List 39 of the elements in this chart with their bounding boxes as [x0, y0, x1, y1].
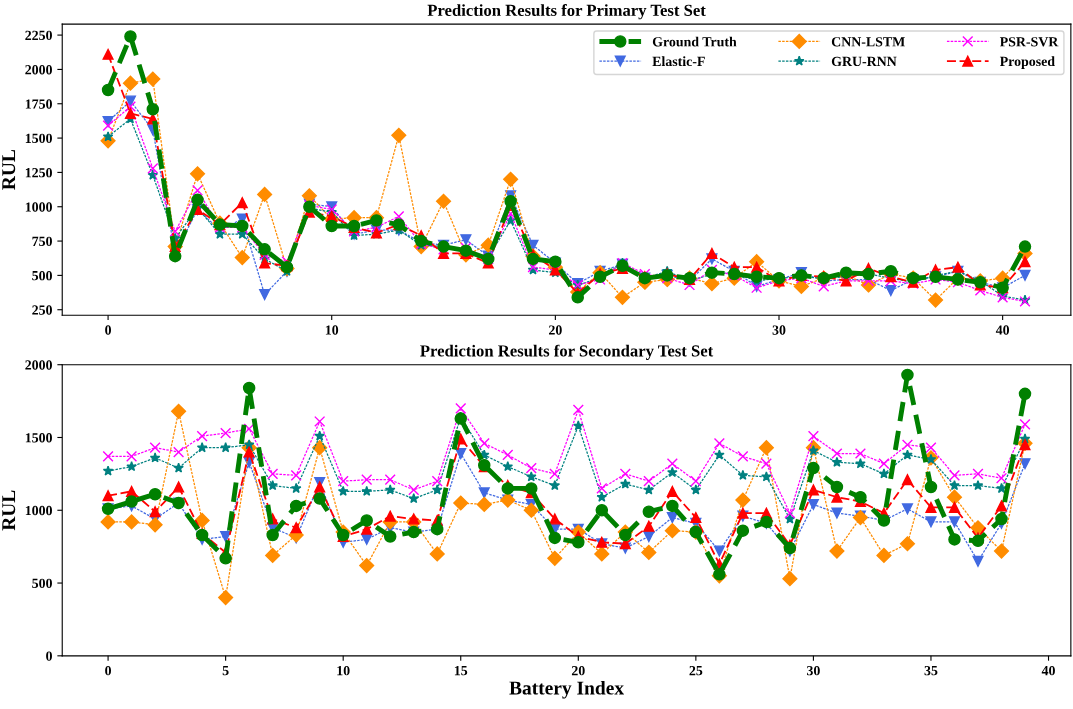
x-tick-label: 20 [571, 665, 585, 676]
x-tick-label: 20 [549, 325, 562, 335]
y-tick-label: 500 [32, 270, 52, 281]
x-tick-label: 10 [325, 325, 339, 335]
y-tick-label: 1000 [25, 505, 52, 516]
x-tick-label: 35 [924, 665, 938, 676]
y-tick-label: 1750 [25, 99, 52, 109]
y-tick-label: 0 [46, 651, 52, 661]
x-tick-label: 0 [105, 665, 112, 676]
chart-title: Prediction Results for Secondary Test Set [420, 344, 714, 360]
legend-label: Elastic-F [652, 56, 705, 67]
y-tick-label: 1500 [25, 133, 52, 144]
y-axis-title: RUL [2, 490, 16, 531]
x-axis-title: Battery Index [509, 680, 624, 699]
x-tick-label: 25 [689, 665, 703, 676]
y-tick-label: 1250 [25, 167, 52, 178]
y-tick-label: 500 [32, 578, 52, 588]
y-tick-label: 2000 [25, 65, 52, 75]
legend-label: Proposed [999, 56, 1055, 69]
y-tick-label: 1500 [25, 433, 52, 443]
chart-title: Prediction Results for Primary Test Set [427, 4, 706, 20]
y-tick-label: 2000 [25, 360, 52, 370]
legend-label: CNN-LSTM [831, 37, 905, 47]
y-tick-label: 750 [32, 236, 52, 247]
legend-label: PSR-SVR [999, 37, 1059, 47]
y-axis-title: RUL [2, 149, 16, 190]
x-tick-label: 30 [772, 325, 786, 335]
x-tick-label: 40 [1041, 665, 1055, 676]
x-tick-label: 15 [454, 666, 468, 676]
legend-label: Ground Truth [652, 36, 737, 47]
y-tick-label: 250 [32, 305, 52, 315]
x-tick-label: 5 [222, 666, 229, 676]
x-tick-label: 0 [105, 325, 112, 335]
x-tick-label: 10 [337, 665, 350, 676]
x-tick-label: 30 [806, 665, 820, 676]
x-tick-label: 40 [995, 325, 1010, 335]
y-tick-label: 1000 [25, 202, 52, 212]
y-tick-label: 2250 [25, 30, 52, 41]
legend-label: GRU-RNN [831, 56, 897, 67]
